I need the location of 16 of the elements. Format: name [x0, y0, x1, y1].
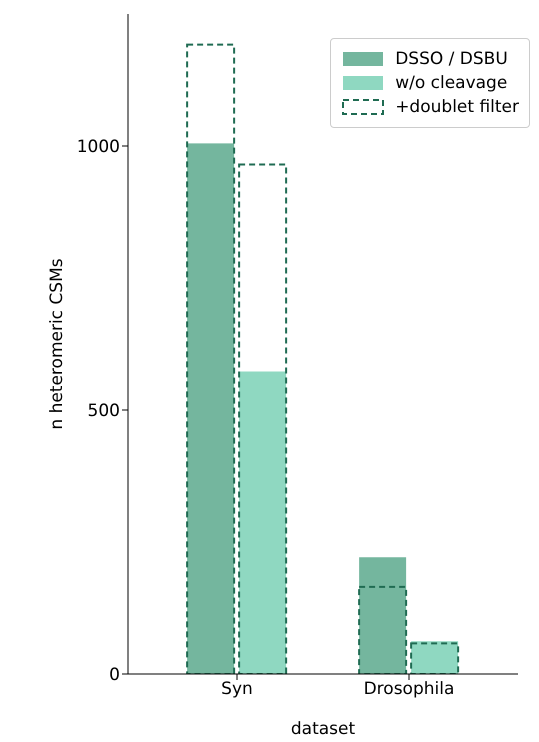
y-tick-label: 0	[109, 665, 120, 686]
x-tick-label: Syn	[221, 679, 253, 700]
bar	[187, 143, 234, 674]
y-tick-label: 500	[88, 401, 120, 422]
legend-label: w/o cleavage	[395, 73, 508, 93]
x-axis-title: dataset	[290, 719, 356, 739]
legend-label: +doublet filter	[395, 97, 519, 117]
bar	[238, 163, 288, 674]
bar	[359, 557, 406, 674]
y-axis-title: n heteromeric CSMs	[47, 258, 68, 430]
legend-label: DSSO / DSBU	[395, 49, 508, 69]
y-tick-label: 1000	[76, 137, 120, 158]
bar	[239, 371, 286, 674]
x-tick-label: Drosophila	[364, 679, 454, 700]
bar	[186, 44, 236, 674]
bar	[358, 586, 408, 674]
